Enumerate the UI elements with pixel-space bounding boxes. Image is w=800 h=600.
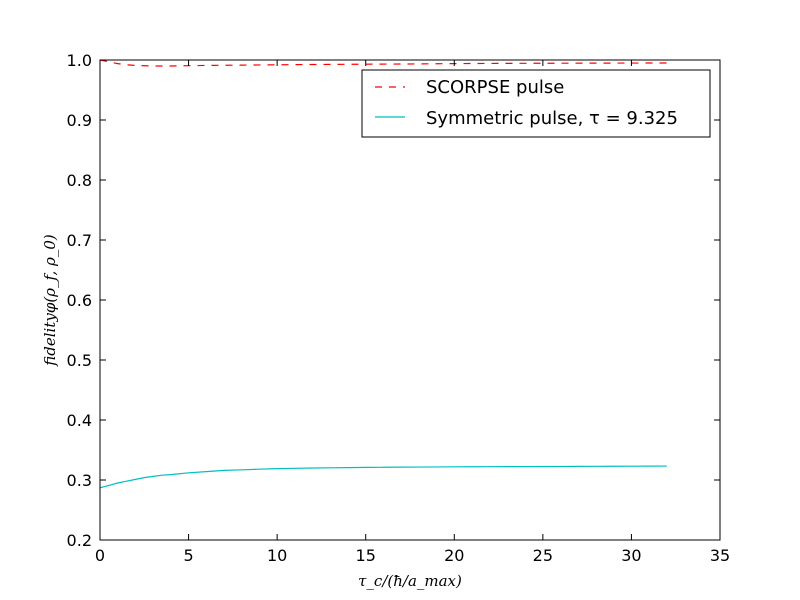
legend-label-scorpse: SCORPSE pulse: [426, 77, 564, 98]
series-line-scorpse: [99, 59, 667, 67]
x-axis-label: τ_c/(ħ/a_max): [358, 572, 462, 590]
y-tick-label: 0.7: [67, 231, 92, 250]
series-line-symmetric: [99, 465, 667, 489]
y-tick-label: 0.2: [67, 531, 92, 550]
ticks-layer: 0 5 10 15 20 25 30 35 0.2 0.3 0.4 0.5 0.6 0.7 0.8 0.9 1.…: [67, 51, 731, 565]
y-axis-label: fidelityφ(ρ_f, ρ_0): [41, 234, 59, 367]
y-tick-label: 0.4: [67, 411, 92, 430]
x-tick-label: 10: [267, 546, 287, 565]
plot-area: 0 5 10 15 20 25 30 35 0.2 0.3 0.4 0.5 0.6 0.7 0.8 0.9 1.…: [67, 51, 731, 565]
y-tick-label: 0.5: [67, 351, 92, 370]
x-tick-label: 0: [95, 546, 105, 565]
axes-frame: [99, 59, 721, 541]
x-tick-label: 15: [356, 546, 376, 565]
y-tick-label: 0.3: [67, 471, 92, 490]
x-tick-label: 30: [621, 546, 641, 565]
legend: SCORPSE pulse Symmetric pulse, τ = 9.325: [361, 69, 711, 138]
legend-label-symmetric: Symmetric pulse, τ = 9.325: [426, 108, 678, 129]
y-tick-label: 0.8: [67, 171, 92, 190]
x-tick-label: 5: [183, 546, 193, 565]
legend-box: [361, 69, 711, 138]
y-tick-label: 0.6: [67, 291, 92, 310]
x-tick-label: 35: [710, 546, 730, 565]
y-tick-label: 1.0: [67, 51, 92, 70]
x-tick-label: 25: [533, 546, 553, 565]
x-tick-label: 20: [444, 546, 464, 565]
series-layer: [99, 59, 667, 489]
y-tick-label: 0.9: [67, 111, 92, 130]
